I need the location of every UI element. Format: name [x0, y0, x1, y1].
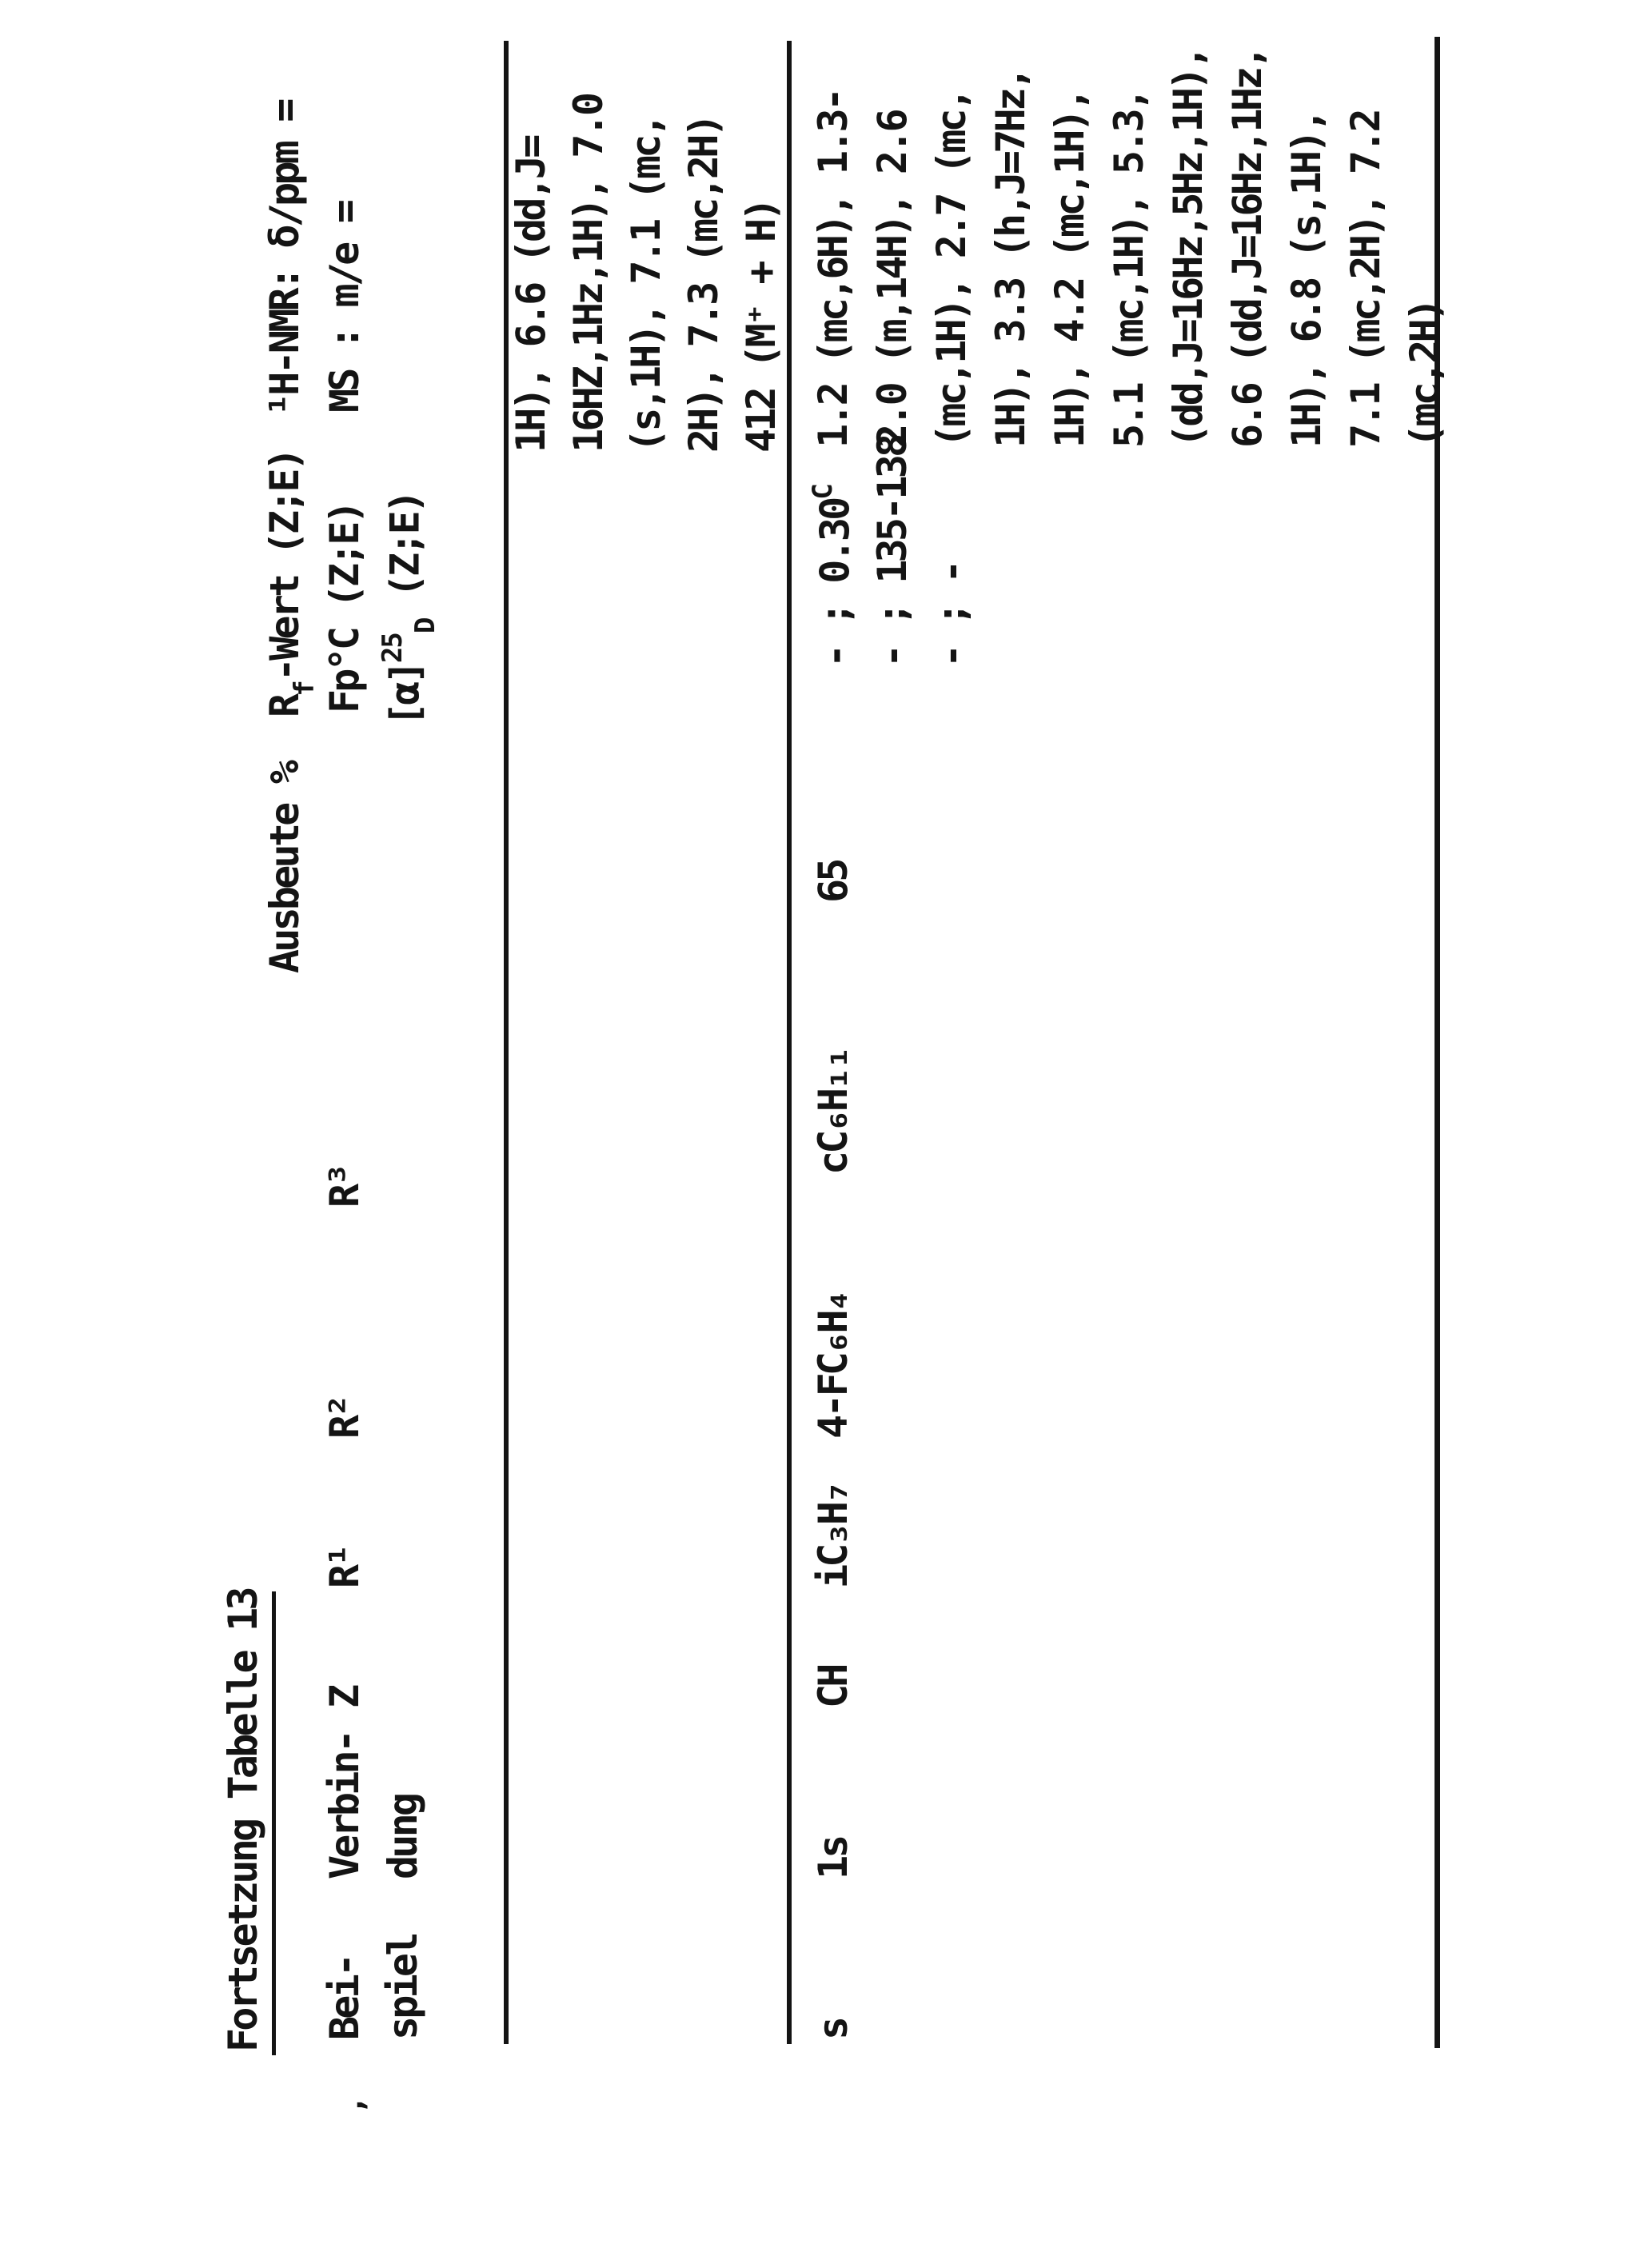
continuation-nmr-line: 16HZ,1Hz,1H), 7.0: [565, 94, 612, 453]
column-header-verbindung-line1: Verbin-: [321, 1731, 368, 1879]
cell-z: CH: [810, 1666, 856, 1708]
cell-nmr-line: 1H), 3.3 (h,J=7Hz,: [988, 69, 1034, 448]
alpha-subscript-d: D: [409, 618, 441, 634]
table-title: Fortsetzung Tabelle 13: [220, 1589, 266, 2052]
column-header-nmr: ¹H-NMR: δ/ppm =: [261, 101, 308, 417]
cell-nmr-line: 1H), 4.2 (mc,1H),: [1047, 90, 1093, 448]
column-header-alpha: [α]25D (Z;E): [377, 492, 441, 726]
column-header-fp: Fp°C (Z;E): [321, 502, 368, 713]
cell-nmr-line: (dd,J=16Hz,5Hz,1H),: [1165, 48, 1211, 448]
cell-nmr-line: 2.0 (m,14H), 2.6: [869, 111, 916, 448]
cell-ausbeute: 65: [810, 860, 856, 903]
continuation-nmr-line: 1H), 6.6 (dd,J=: [508, 137, 554, 453]
cell-r3: cC₆H₁₁: [810, 1048, 856, 1175]
cell-fp-value: - ; 135-138: [869, 436, 916, 668]
cell-nmr-line: 7.1 (mc,2H), 7.2: [1343, 111, 1389, 448]
alpha-bracket: [α]: [381, 663, 429, 726]
column-header-beispiel-line1: Bei-: [321, 1955, 368, 2040]
column-header-ms: MS : m/e =: [321, 202, 368, 413]
cell-nmr-line: 6.6 (dd,J=16Hz,1Hz,: [1224, 48, 1271, 448]
rf-subscript: f: [289, 681, 321, 697]
column-header-rf-wert: Rf-Wert (Z;E): [261, 449, 321, 717]
rf-label-rest: -Wert (Z;E): [261, 449, 308, 682]
cell-beispiel: s: [810, 2018, 856, 2040]
column-header-r3: R³: [321, 1165, 368, 1208]
column-header-r2: R²: [321, 1396, 368, 1439]
rf-value-number: - ; 0.30: [812, 499, 859, 668]
cell-r2: 4-FC₆H₄: [810, 1291, 856, 1439]
column-header-verbindung-line2: dung: [380, 1795, 426, 1879]
continuation-nmr-line: 412 (M⁺ + H): [738, 200, 784, 453]
cell-verbindung: 1s: [810, 1837, 856, 1879]
cell-rf-value: - ; 0.30C: [807, 485, 859, 668]
column-header-beispiel-line2: spiel: [380, 1935, 426, 2040]
cell-nmr-line: 1.2 (mc,6H), 1.3-: [810, 90, 856, 448]
rf-symbol: R: [261, 696, 308, 717]
column-header-ausbeute: Ausbeute %: [261, 762, 308, 973]
continuation-nmr-line: 2H), 7.3 (mc,2H): [680, 116, 727, 453]
cell-nmr-line: 5.1 (mc,1H), 5.3,: [1106, 90, 1152, 448]
cell-r1: iC₃H₇: [810, 1483, 856, 1588]
table-bottom-rule: [1435, 37, 1440, 2048]
stray-scan-mark: ,: [334, 2098, 371, 2114]
column-header-r1: R¹: [321, 1546, 368, 1588]
cell-alpha-value: - ; -: [928, 562, 975, 668]
column-header-z: Z: [321, 1687, 368, 1708]
cell-nmr-line: 1H), 6.8 (s,1H),: [1283, 111, 1330, 448]
title-underline: [272, 1591, 276, 2055]
continuation-nmr-line: (s,1H), 7.1 (mc,: [623, 116, 669, 453]
cell-nmr-line: (mc,1H), 2.7 (mc,: [928, 90, 975, 448]
row-separator-rule: [787, 41, 792, 2044]
rf-value-superscript-c: C: [807, 485, 839, 500]
alpha-label-rest: (Z;E): [381, 492, 429, 619]
alpha-superscript-25: 25: [377, 633, 409, 664]
